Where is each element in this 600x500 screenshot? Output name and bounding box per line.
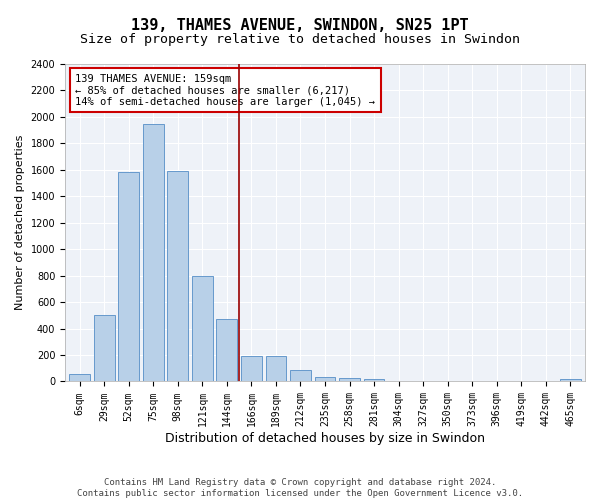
Y-axis label: Number of detached properties: Number of detached properties (15, 135, 25, 310)
Text: 139 THAMES AVENUE: 159sqm
← 85% of detached houses are smaller (6,217)
14% of se: 139 THAMES AVENUE: 159sqm ← 85% of detac… (76, 74, 376, 106)
Bar (560, 378, 581, 382)
Text: Contains HM Land Registry data © Crown copyright and database right 2024.
Contai: Contains HM Land Registry data © Crown c… (77, 478, 523, 498)
Bar (266, 356, 286, 382)
Bar (339, 378, 360, 382)
Bar (192, 276, 213, 382)
Bar (364, 378, 385, 382)
Text: Size of property relative to detached houses in Swindon: Size of property relative to detached ho… (80, 32, 520, 46)
Bar (70, 374, 90, 382)
X-axis label: Distribution of detached houses by size in Swindon: Distribution of detached houses by size … (165, 432, 485, 445)
Bar (290, 370, 311, 382)
Bar (217, 318, 238, 382)
Bar (94, 316, 115, 382)
Bar (241, 356, 262, 382)
Bar (118, 172, 139, 382)
Bar (143, 124, 164, 382)
Bar (167, 171, 188, 382)
Bar (314, 377, 335, 382)
Text: 139, THAMES AVENUE, SWINDON, SN25 1PT: 139, THAMES AVENUE, SWINDON, SN25 1PT (131, 18, 469, 32)
